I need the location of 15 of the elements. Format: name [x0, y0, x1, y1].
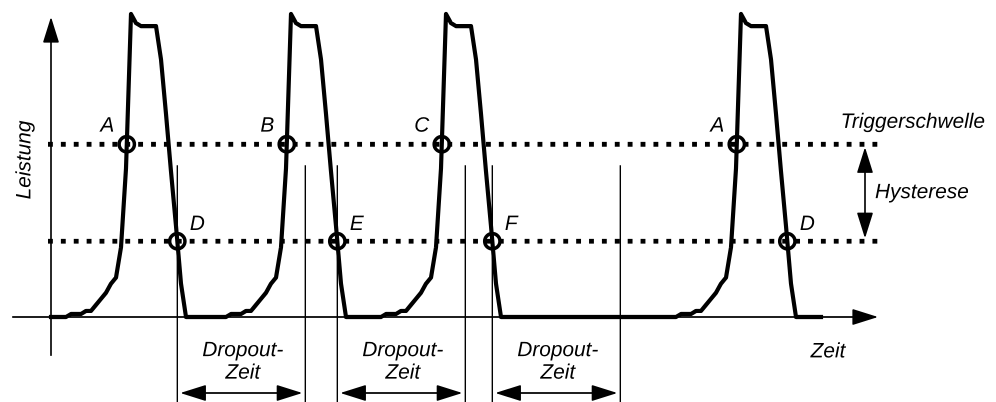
y-axis-title: Leistung	[15, 120, 35, 199]
x-axis-title: Zeit	[810, 342, 846, 358]
text: Dropout- Zeit	[518, 342, 598, 379]
annotation: D	[190, 216, 204, 230]
annotation: B	[261, 117, 274, 132]
annotation: E	[350, 216, 364, 230]
text: Hysterese	[876, 184, 968, 202]
text: Dropout- Zeit	[202, 342, 283, 379]
annotation: D	[800, 216, 814, 230]
annotation: F	[505, 216, 519, 230]
annotation: C	[415, 117, 430, 132]
annotation: A	[709, 117, 724, 132]
annotation: A	[99, 117, 114, 132]
text: Dropout- Zeit	[362, 342, 443, 379]
ref-line-label: Triggerschwelle	[842, 112, 984, 132]
